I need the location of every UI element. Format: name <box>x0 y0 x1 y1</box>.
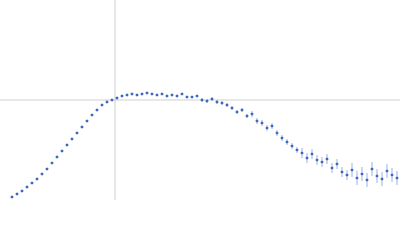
point <box>55 155 59 159</box>
point <box>130 92 134 96</box>
point <box>340 170 344 174</box>
point <box>355 176 359 180</box>
point <box>300 151 304 155</box>
point <box>365 178 369 182</box>
point <box>75 131 79 135</box>
point <box>345 173 349 177</box>
point <box>255 119 259 123</box>
point <box>20 189 24 193</box>
point <box>215 100 219 104</box>
point <box>240 108 244 112</box>
point <box>125 93 129 97</box>
point <box>85 119 89 123</box>
point <box>10 195 14 199</box>
point <box>295 148 299 152</box>
point <box>25 185 29 189</box>
point <box>45 167 49 171</box>
point <box>320 160 324 164</box>
point <box>260 121 264 125</box>
point <box>205 99 209 103</box>
point <box>110 98 114 102</box>
point <box>60 149 64 153</box>
point <box>235 110 239 114</box>
point <box>305 156 309 160</box>
point <box>390 173 394 177</box>
point <box>70 137 74 141</box>
point <box>270 124 274 128</box>
point <box>225 103 229 107</box>
point <box>265 126 269 130</box>
point <box>180 92 184 96</box>
point <box>325 157 329 161</box>
point <box>290 144 294 148</box>
point <box>190 95 194 99</box>
point <box>155 93 159 97</box>
point <box>385 169 389 173</box>
point <box>90 113 94 117</box>
point <box>250 112 254 116</box>
point <box>310 152 314 156</box>
point <box>375 174 379 178</box>
point <box>30 181 34 185</box>
point <box>95 108 99 112</box>
point <box>335 162 339 166</box>
point <box>380 177 384 181</box>
point <box>350 168 354 172</box>
point <box>40 172 44 176</box>
point <box>170 93 174 97</box>
point <box>370 167 374 171</box>
point <box>185 95 189 99</box>
point <box>230 106 234 110</box>
point <box>65 143 69 147</box>
point <box>160 92 164 96</box>
point <box>220 101 224 105</box>
point <box>15 192 19 196</box>
point <box>210 97 214 101</box>
point <box>330 166 334 170</box>
point <box>275 131 279 135</box>
point <box>315 158 319 162</box>
chart <box>0 0 400 200</box>
point <box>105 100 109 104</box>
point <box>115 96 119 100</box>
point <box>395 176 399 180</box>
point <box>100 103 104 107</box>
point <box>140 92 144 96</box>
point <box>120 94 124 98</box>
point <box>145 91 149 95</box>
point <box>195 94 199 98</box>
point <box>285 140 289 144</box>
point <box>35 177 39 181</box>
point <box>150 92 154 96</box>
point <box>360 172 364 176</box>
point <box>175 94 179 98</box>
point <box>280 136 284 140</box>
point <box>80 125 84 129</box>
point <box>135 93 139 97</box>
point <box>200 98 204 102</box>
point <box>165 94 169 98</box>
point <box>245 114 249 118</box>
point <box>50 161 54 165</box>
